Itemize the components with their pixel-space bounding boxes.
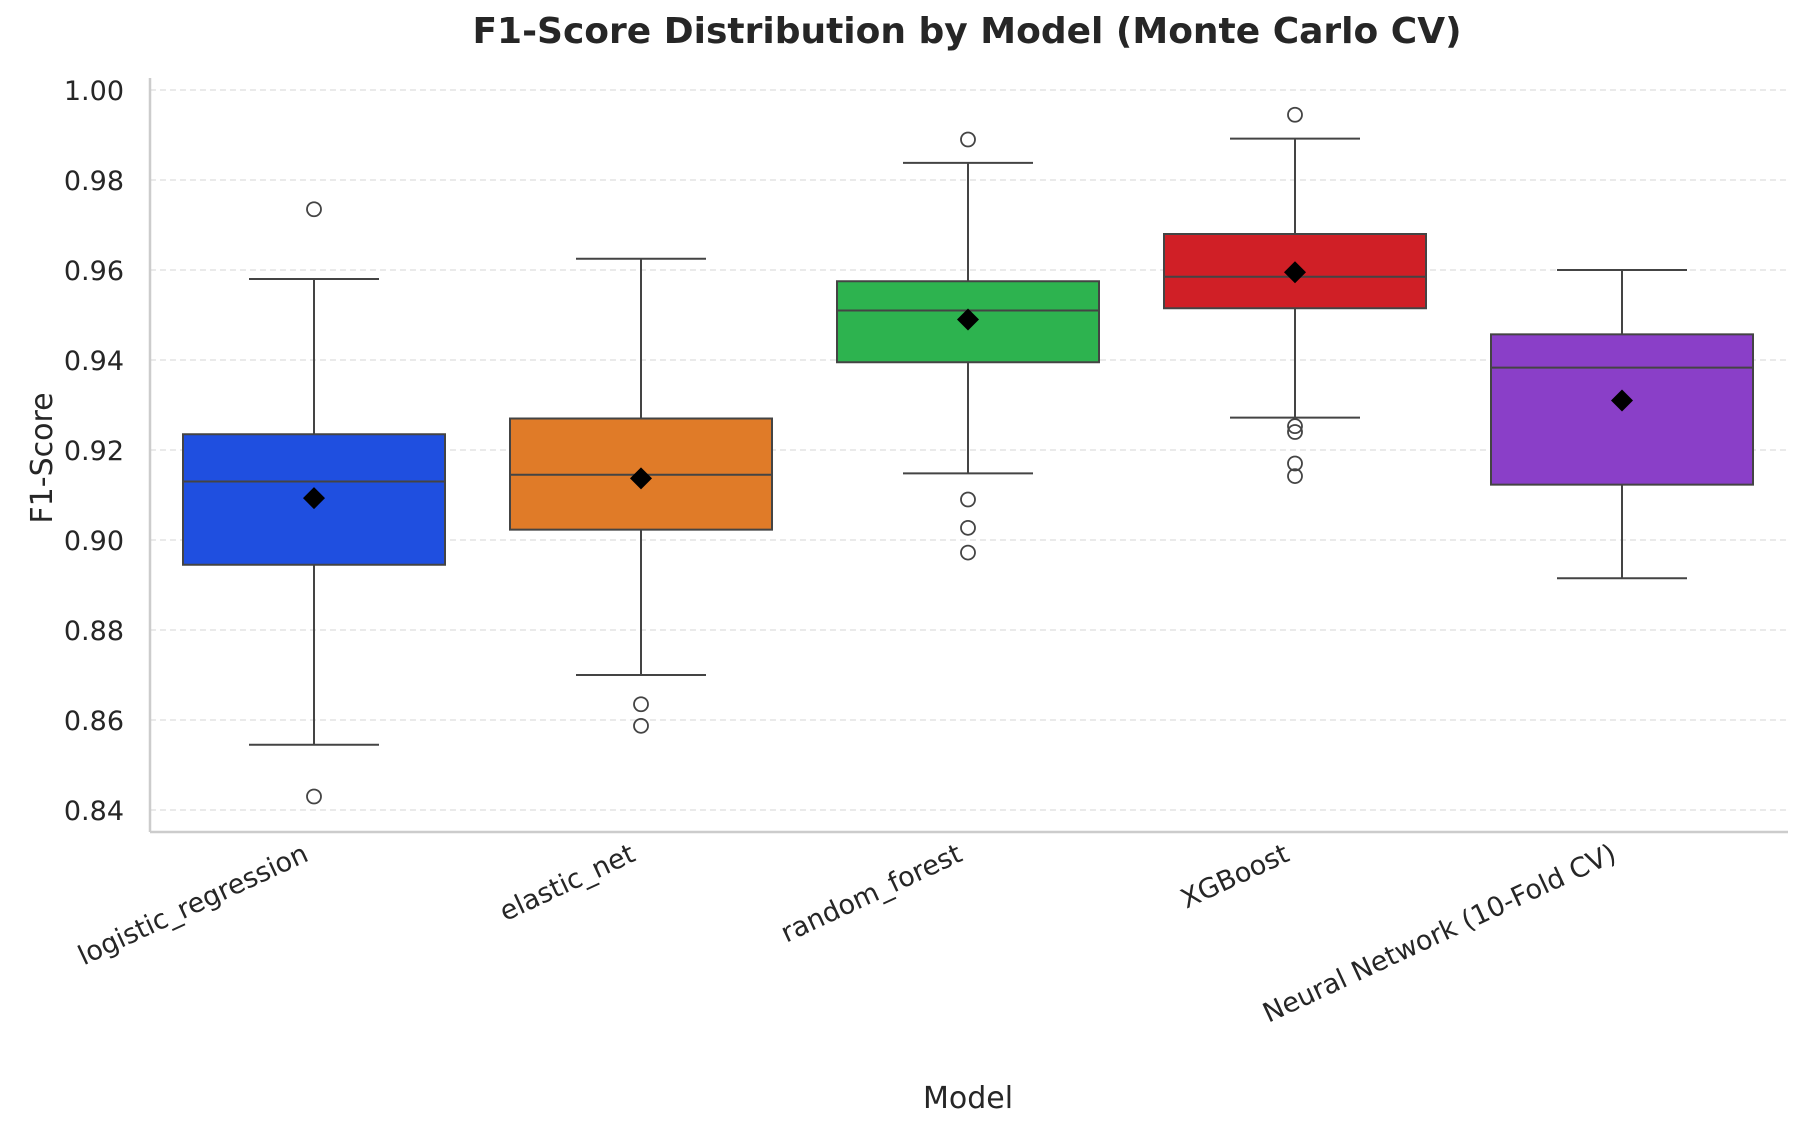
outlier-point xyxy=(633,717,649,734)
outlier-point xyxy=(633,696,649,713)
mean-marker xyxy=(630,467,652,490)
boxes xyxy=(182,106,1754,805)
box-random-forest xyxy=(836,131,1100,561)
chart-title: F1-Score Distribution by Model (Monte Ca… xyxy=(472,11,1461,52)
y-tick-label: 0.94 xyxy=(64,346,124,377)
outlier-point xyxy=(960,491,976,508)
outlier-point xyxy=(960,519,976,536)
y-tick-label: 0.86 xyxy=(64,706,124,737)
x-tick-label: XGBoost xyxy=(1176,838,1294,915)
y-tick-label: 0.98 xyxy=(64,166,124,197)
y-tick-label: 0.88 xyxy=(64,616,124,647)
y-tick-label: 1.00 xyxy=(64,76,124,107)
x-axis-ticks: logistic_regression elastic_net random_for… xyxy=(73,838,1621,1029)
mean-marker xyxy=(303,487,325,510)
mean-marker xyxy=(1284,261,1306,284)
outlier-point xyxy=(1287,424,1303,440)
outlier-point xyxy=(306,788,322,805)
y-axis-label: F1-Score xyxy=(25,392,60,523)
y-tick-label: 0.92 xyxy=(64,436,124,467)
outlier-point xyxy=(1287,106,1303,123)
mean-marker xyxy=(957,308,979,331)
y-tick-label: 0.96 xyxy=(64,256,124,287)
x-tick-label: elastic_net xyxy=(495,838,640,928)
x-tick-label: Neural Network (10-Fold CV) xyxy=(1258,838,1621,1029)
outlier-point xyxy=(1287,468,1303,485)
y-tick-label: 0.90 xyxy=(64,526,124,557)
box-neural-network-10-fold-cv- xyxy=(1490,269,1754,580)
y-axis-ticks: 0.84 0.86 0.88 0.90 0.92 0.94 0.96 0.98 1.00 xyxy=(64,76,124,827)
outlier-point xyxy=(1287,455,1303,472)
outlier-point xyxy=(306,201,322,218)
box-elastic-net xyxy=(509,257,773,734)
outlier-point xyxy=(960,131,976,148)
outlier-point xyxy=(1287,418,1303,435)
box-xgboost xyxy=(1163,106,1427,485)
x-tick-label: random_forest xyxy=(776,838,967,949)
mean-marker xyxy=(1611,389,1633,412)
x-tick-label: logistic_regression xyxy=(73,838,313,972)
y-tick-label: 0.84 xyxy=(64,796,124,827)
x-axis-label: Model xyxy=(923,1081,1013,1116)
outlier-point xyxy=(960,544,976,561)
box-logistic-regression xyxy=(182,201,446,805)
